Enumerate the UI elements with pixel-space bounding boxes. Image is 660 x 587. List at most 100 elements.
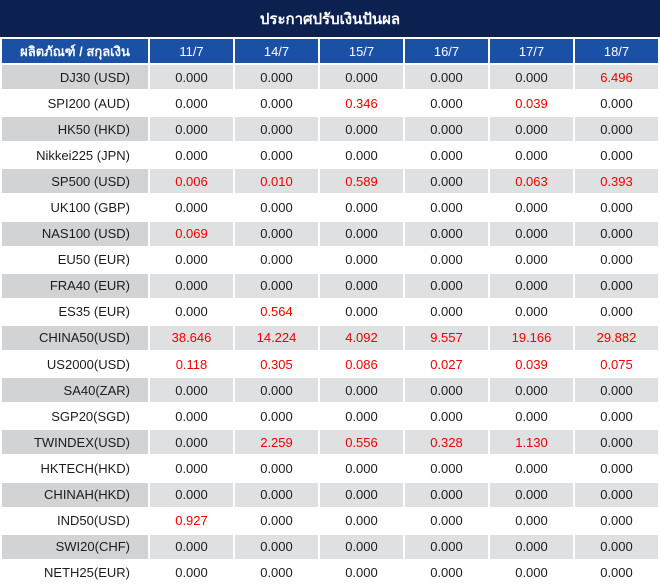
table-row: DJ30 (USD) 0.000 0.000 0.000 0.000 0.000 6.496 <box>2 65 658 90</box>
row-label: Nikkei225 (JPN) <box>2 143 148 168</box>
dividend-value-cell: 0.589 <box>320 169 403 194</box>
dividend-value-cell: 0.000 <box>320 143 403 168</box>
dividend-value-cell: 0.000 <box>490 299 573 324</box>
dividend-value-cell: 0.000 <box>405 508 488 533</box>
dividend-value-cell: 0.039 <box>490 352 573 377</box>
row-label: HKTECH(HKD) <box>2 456 148 481</box>
dividend-value-cell: 0.000 <box>490 378 573 403</box>
dividend-value-cell: 0.000 <box>490 117 573 142</box>
dividend-value-cell: 0.027 <box>405 352 488 377</box>
row-label: DJ30 (USD) <box>2 65 148 90</box>
dividend-value-cell: 0.000 <box>150 404 233 429</box>
dividend-value-cell: 0.000 <box>405 404 488 429</box>
dividend-value-cell: 29.882 <box>575 325 658 351</box>
dividend-value-cell: 0.000 <box>405 299 488 324</box>
date-column-header: 18/7 <box>575 39 658 63</box>
dividend-value-cell: 0.039 <box>490 91 573 116</box>
table-row: HKTECH(HKD) 0.000 0.000 0.000 0.000 0.000 0.00… <box>2 456 658 481</box>
dividend-value-cell: 0.000 <box>405 560 488 585</box>
dividend-value-cell: 0.000 <box>405 143 488 168</box>
date-column-header: 11/7 <box>150 39 233 63</box>
row-label: ES35 (EUR) <box>2 299 148 324</box>
date-column-header: 15/7 <box>320 39 403 63</box>
dividend-value-cell: 0.000 <box>150 430 233 455</box>
dividend-value-cell: 0.000 <box>490 482 573 507</box>
dividend-value-cell: 0.069 <box>150 221 233 246</box>
dividend-value-cell: 0.000 <box>235 456 318 481</box>
table-row: SA40(ZAR) 0.000 0.000 0.000 0.000 0.000 0.000 <box>2 378 658 403</box>
dividend-value-cell: 0.000 <box>235 117 318 142</box>
dividend-value-cell: 0.000 <box>575 482 658 507</box>
dividend-value-cell: 0.000 <box>150 482 233 507</box>
row-label: SWI20(CHF) <box>2 534 148 559</box>
dividend-value-cell: 0.000 <box>150 91 233 116</box>
dividend-value-cell: 0.000 <box>490 143 573 168</box>
table-header: ผลิตภัณฑ์ / สกุลเงิน 11/7 14/7 15/7 16/7 17/… <box>2 39 658 63</box>
dividend-value-cell: 0.000 <box>405 169 488 194</box>
table-body: DJ30 (USD) 0.000 0.000 0.000 0.000 0.000 6.496… <box>2 65 658 585</box>
dividend-value-cell: 0.000 <box>405 378 488 403</box>
dividend-value-cell: 0.000 <box>575 143 658 168</box>
dividend-value-cell: 0.000 <box>575 221 658 246</box>
dividend-value-cell: 0.000 <box>320 508 403 533</box>
row-label: TWINDEX(USD) <box>2 430 148 455</box>
dividend-value-cell: 0.000 <box>150 117 233 142</box>
dividend-value-cell: 0.000 <box>320 299 403 324</box>
row-label: CHINA50(USD) <box>2 325 148 351</box>
dividend-value-cell: 0.393 <box>575 169 658 194</box>
dividend-value-cell: 0.000 <box>490 273 573 298</box>
dividend-value-cell: 0.000 <box>320 378 403 403</box>
table-row: Nikkei225 (JPN) 0.000 0.000 0.000 0.000 0.000… <box>2 143 658 168</box>
dividend-value-cell: 0.000 <box>235 91 318 116</box>
row-label: SPI200 (AUD) <box>2 91 148 116</box>
table-row: SWI20(CHF) 0.000 0.000 0.000 0.000 0.000 0.000 <box>2 534 658 559</box>
row-label: IND50(USD) <box>2 508 148 533</box>
dividend-value-cell: 0.346 <box>320 91 403 116</box>
row-label: FRA40 (EUR) <box>2 273 148 298</box>
dividend-value-cell: 0.000 <box>575 195 658 220</box>
table-row: UK100 (GBP) 0.000 0.000 0.000 0.000 0.000 0.00… <box>2 195 658 220</box>
dividend-value-cell: 0.006 <box>150 169 233 194</box>
date-column-header: 14/7 <box>235 39 318 63</box>
row-label: US2000(USD) <box>2 352 148 377</box>
row-label: SA40(ZAR) <box>2 378 148 403</box>
dividend-value-cell: 0.000 <box>320 560 403 585</box>
table-row: SPI200 (AUD) 0.000 0.000 0.346 0.000 0.039 0.0… <box>2 91 658 116</box>
dividend-value-cell: 0.000 <box>405 273 488 298</box>
dividend-value-cell: 0.000 <box>150 273 233 298</box>
dividend-value-cell: 9.557 <box>405 325 488 351</box>
dividend-value-cell: 0.000 <box>490 195 573 220</box>
dividend-value-cell: 0.000 <box>575 91 658 116</box>
dividend-value-cell: 0.000 <box>235 378 318 403</box>
table-row: SGP20(SGD) 0.000 0.000 0.000 0.000 0.000 0.000 <box>2 404 658 429</box>
dividend-value-cell: 0.000 <box>405 91 488 116</box>
dividend-value-cell: 0.000 <box>575 430 658 455</box>
dividend-value-cell: 0.000 <box>575 508 658 533</box>
dividend-value-cell: 0.010 <box>235 169 318 194</box>
table-row: EU50 (EUR) 0.000 0.000 0.000 0.000 0.000 0.000 <box>2 247 658 272</box>
dividend-value-cell: 14.224 <box>235 325 318 351</box>
dividend-value-cell: 0.000 <box>320 404 403 429</box>
row-label: NAS100 (USD) <box>2 221 148 246</box>
page-title: ประกาศปรับเงินปันผล <box>259 10 401 28</box>
dividend-value-cell: 0.000 <box>150 534 233 559</box>
table-row: SP500 (USD) 0.006 0.010 0.589 0.000 0.063 0.39… <box>2 169 658 194</box>
dividend-value-cell: 2.259 <box>235 430 318 455</box>
dividend-value-cell: 0.000 <box>320 273 403 298</box>
dividend-value-cell: 0.000 <box>235 273 318 298</box>
dividend-value-cell: 0.000 <box>150 143 233 168</box>
dividend-value-cell: 0.000 <box>320 117 403 142</box>
dividend-value-cell: 0.000 <box>235 404 318 429</box>
dividend-value-cell: 0.000 <box>320 534 403 559</box>
dividend-value-cell: 0.000 <box>235 143 318 168</box>
dividend-value-cell: 0.000 <box>575 247 658 272</box>
dividend-value-cell: 0.086 <box>320 352 403 377</box>
dividend-value-cell: 0.556 <box>320 430 403 455</box>
dividend-value-cell: 0.000 <box>405 482 488 507</box>
dividend-value-cell: 0.000 <box>320 456 403 481</box>
dividend-value-cell: 0.000 <box>235 482 318 507</box>
dividend-value-cell: 19.166 <box>490 325 573 351</box>
dividend-value-cell: 0.000 <box>235 65 318 90</box>
row-label: EU50 (EUR) <box>2 247 148 272</box>
dividend-value-cell: 0.000 <box>490 508 573 533</box>
